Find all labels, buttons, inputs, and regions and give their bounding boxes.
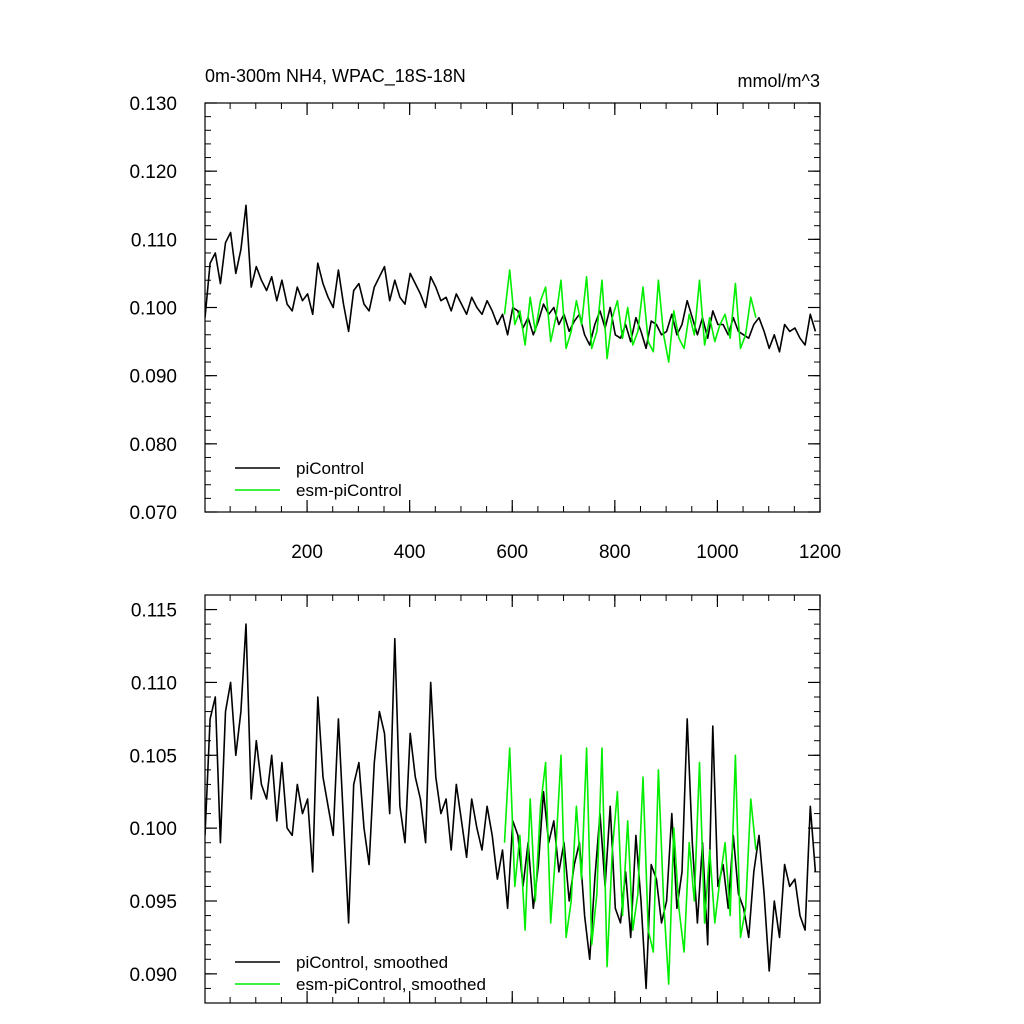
x-tick-label: 800 <box>599 542 631 563</box>
x-tick-label: 400 <box>394 542 426 563</box>
units-label: mmol/m^3 <box>738 71 820 91</box>
top-legend: piControl esm-piControl <box>235 459 402 500</box>
y-tick-label: 0.110 <box>131 673 177 694</box>
x-tick-label: 1200 <box>799 542 841 563</box>
bottom-series-group <box>205 623 817 990</box>
y-tick-label: 0.110 <box>131 230 177 251</box>
chart-title: 0m-300m NH4, WPAC_18S-18N <box>205 66 466 87</box>
series-line-esm-picontrol <box>503 269 757 363</box>
series-line-esm-picontrol-smoothed <box>503 747 757 985</box>
bottom-legend: piControl, smoothed esm-piControl, smooth… <box>235 953 486 994</box>
top-panel: 0m-300m NH4, WPAC_18S-18N mmol/m^3 0.070… <box>129 66 841 563</box>
y-tick-label: 0.090 <box>129 367 177 388</box>
y-tick-label: 0.100 <box>129 819 177 840</box>
y-tick-label: 0.095 <box>129 892 177 913</box>
x-tick-label: 600 <box>496 542 528 563</box>
legend-label: esm-piControl <box>296 481 402 500</box>
series-line-picontrol-smoothed <box>205 623 817 990</box>
y-tick-label: 0.100 <box>129 299 177 320</box>
legend-label: piControl, smoothed <box>296 953 448 972</box>
legend-label: piControl <box>296 459 364 478</box>
y-tick-label: 0.115 <box>131 601 177 622</box>
y-tick-label: 0.130 <box>129 94 177 115</box>
y-tick-label: 0.080 <box>129 435 177 456</box>
x-tick-label: 200 <box>291 542 323 563</box>
top-axes: 0.070 0.080 0.090 0.100 0.110 0.120 0.130 200 40… <box>129 94 841 563</box>
top-series-group <box>205 204 817 363</box>
y-tick-label: 0.090 <box>129 965 177 986</box>
bottom-axes: 0.090 0.095 0.100 0.105 0.110 0.115 <box>129 594 821 1004</box>
x-tick-label: 1000 <box>696 542 738 563</box>
y-tick-label: 0.070 <box>129 503 177 524</box>
bottom-panel: 0.090 0.095 0.100 0.105 0.110 0.115 piControl… <box>129 594 821 1004</box>
legend-label: esm-piControl, smoothed <box>296 975 486 994</box>
series-line-picontrol <box>205 204 817 353</box>
y-tick-label: 0.105 <box>129 746 177 767</box>
y-tick-label: 0.120 <box>129 162 177 183</box>
